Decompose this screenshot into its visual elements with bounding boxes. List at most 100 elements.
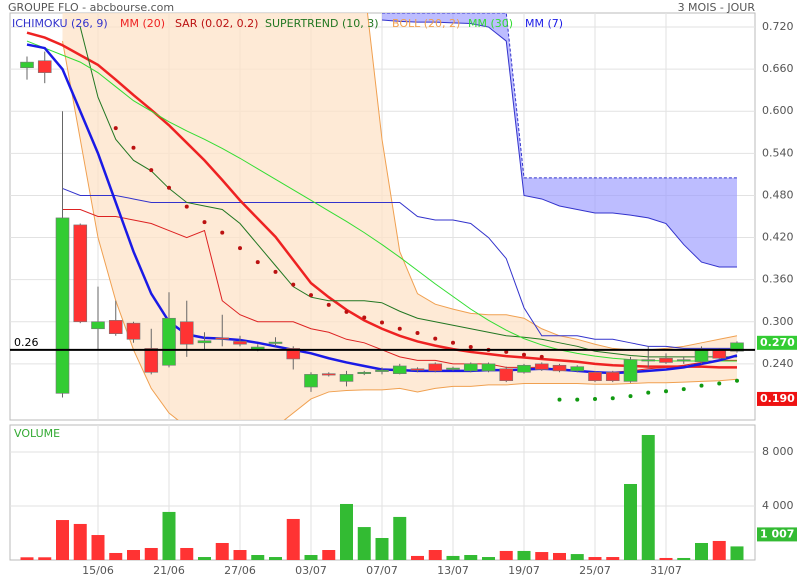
sar-dot: [433, 336, 438, 341]
moving-line: [26, 40, 737, 362]
y-tick-label: 0.600: [762, 104, 794, 117]
x-tick-label: 25/07: [579, 564, 611, 577]
sar-dot: [184, 204, 189, 209]
candle-body: [73, 224, 88, 323]
volume-bar: [428, 550, 442, 560]
y-tick-label: 0.480: [762, 188, 794, 201]
volume-bar: [38, 557, 52, 560]
sar-dot: [415, 330, 420, 335]
sar-dot: [539, 354, 544, 359]
sar-dot: [149, 168, 154, 173]
candle-body: [55, 217, 70, 394]
price-plot: [10, 13, 755, 420]
volume-bar: [233, 550, 247, 560]
legend-entry: BOLL (20, 2): [392, 17, 460, 30]
volume-bar: [659, 557, 673, 560]
volume-bar: [127, 550, 140, 560]
volume-bar: [340, 503, 353, 560]
volume-bar: [304, 555, 318, 560]
candle-body: [730, 342, 744, 352]
price-tag: [757, 335, 797, 350]
candle-body: [321, 373, 336, 376]
sar-dot: [681, 387, 686, 392]
sar-dot: [202, 220, 207, 225]
volume-bar: [73, 523, 87, 560]
candle-body: [446, 367, 460, 370]
volume-bar: [180, 547, 194, 560]
sar-dot: [344, 309, 349, 314]
volume-bar: [677, 557, 691, 560]
volume-bar: [535, 552, 549, 560]
volume-bar: [588, 557, 602, 560]
reference-label: 0.26: [14, 336, 39, 349]
legend-entry: MM (7): [525, 17, 563, 30]
sar-dot: [468, 345, 473, 350]
candle-body: [676, 359, 691, 362]
candle-body: [712, 350, 727, 359]
x-tick-label: 03/07: [295, 564, 327, 577]
candle-body: [197, 340, 212, 344]
candle-body: [552, 364, 567, 372]
y-tick-label: 0.540: [762, 146, 794, 159]
volume-tag-label: 1 007: [760, 527, 794, 540]
y-tick-label: 0.360: [762, 273, 794, 286]
candle-body: [392, 365, 407, 374]
sar-dot: [575, 397, 580, 402]
candle-body: [215, 337, 230, 340]
sar-dot: [593, 396, 597, 401]
candle-body: [499, 368, 514, 382]
candle-body: [463, 363, 478, 372]
volume-tag: [757, 527, 797, 542]
volume-bar: [286, 518, 300, 560]
bollinger-band: [62, 13, 737, 420]
ichimoku-span-a: [382, 13, 737, 179]
price-tag-label: 0.270: [760, 336, 795, 349]
candle-body: [339, 374, 354, 382]
legend-entry: SUPERTREND (10, 3): [265, 17, 379, 30]
candle-body: [623, 359, 638, 382]
sar-dot: [451, 340, 455, 345]
candle-body: [641, 359, 656, 362]
volume-bar: [109, 552, 123, 560]
sar-dot: [522, 352, 526, 357]
sar-dot: [380, 320, 384, 325]
volume-bar: [730, 546, 744, 560]
bollinger-lower: [62, 40, 738, 420]
sar-dot: [717, 381, 722, 386]
sar-dot: [113, 126, 118, 131]
x-tick-label: 13/07: [437, 564, 469, 577]
volume-bar: [393, 516, 407, 560]
sar-dot: [646, 390, 651, 395]
candle-body: [268, 341, 283, 344]
candle-body: [144, 348, 159, 373]
sar-dot: [291, 282, 296, 287]
volume-bar: [446, 555, 460, 560]
sar-dot: [628, 394, 633, 399]
volume-bar: [482, 557, 495, 560]
volume-bar: [553, 552, 566, 560]
candle-body: [108, 320, 123, 334]
volume-bar: [357, 527, 371, 560]
y-tick-label: 0.660: [762, 62, 794, 75]
volume-bar: [20, 557, 34, 560]
sar-dot: [238, 246, 242, 251]
sar-dot: [273, 269, 278, 274]
volume-bar: [464, 555, 478, 560]
volume-bar: [606, 557, 620, 560]
sar-dot: [397, 326, 402, 331]
chart-subtitle: 3 MOIS - JOUR: [678, 1, 756, 14]
volume-plot: [10, 425, 755, 560]
sar-dot: [309, 293, 313, 298]
ichimoku-span-b: [381, 19, 737, 268]
candle-body: [659, 357, 673, 363]
x-tick-label: 31/07: [650, 564, 682, 577]
price-tag: [757, 391, 797, 406]
candle-body: [91, 321, 105, 330]
candle-body: [410, 368, 425, 371]
volume-bar: [411, 555, 424, 560]
candle-body: [375, 369, 389, 372]
ichimoku-cloud: [382, 13, 737, 268]
volume-bar: [641, 434, 655, 560]
price-tag-label: 0.190: [760, 392, 795, 405]
